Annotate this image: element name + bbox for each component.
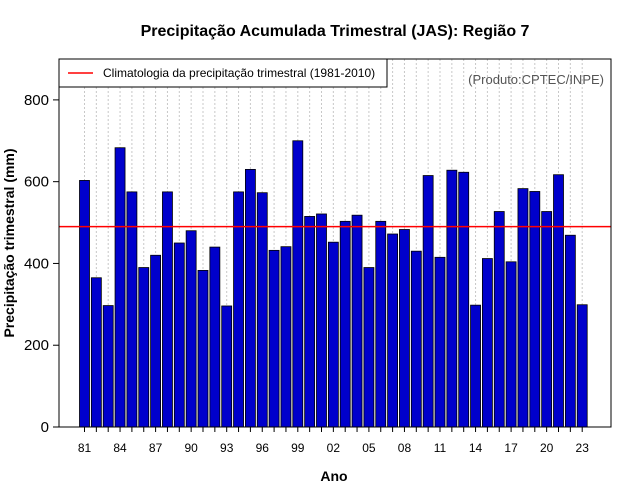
bar: [375, 220, 387, 428]
legend: Climatologia da precipitação trimestral …: [58, 58, 388, 88]
bar: [79, 180, 90, 428]
x-tick-label: 14: [469, 441, 483, 455]
bar: [114, 147, 126, 428]
bar: [197, 269, 209, 428]
bar: [387, 233, 399, 428]
bar: [292, 140, 304, 428]
bar: [481, 258, 493, 428]
x-tick-label: 84: [113, 441, 127, 455]
x-tick-label: 08: [398, 441, 412, 455]
bar: [90, 277, 102, 428]
bar: [209, 246, 221, 428]
x-tick-label: 05: [362, 441, 376, 455]
y-axis-label: Precipitação trimestral (mm): [1, 148, 17, 337]
bar: [244, 168, 256, 428]
bar: [564, 234, 576, 428]
bar: [339, 220, 351, 428]
bar: [493, 211, 505, 428]
bar: [138, 267, 150, 428]
bar: [410, 250, 422, 428]
y-tick-label: 0: [41, 419, 49, 436]
bar: [102, 305, 114, 428]
bar: [541, 211, 553, 428]
x-axis: 81 84 87 90 93 96 99 02 05 08 11 14 17 20 23: [78, 427, 589, 455]
bar: [280, 246, 292, 428]
y-tick-label: 400: [24, 255, 49, 272]
y-tick-label: 200: [24, 337, 49, 354]
x-tick-label: 81: [78, 441, 92, 455]
bar: [304, 216, 316, 428]
bar: [363, 267, 375, 428]
bar: [173, 242, 185, 428]
x-tick-label: 23: [576, 441, 590, 455]
y-axis: 0 200 400 600 800: [24, 92, 59, 436]
bar: [446, 169, 458, 428]
x-tick-label: 90: [184, 441, 198, 455]
y-tick-label: 800: [24, 92, 49, 109]
x-tick-label: 20: [540, 441, 554, 455]
x-tick-label: 11: [434, 441, 447, 455]
x-tick-label: 93: [220, 441, 234, 455]
bar: [316, 213, 327, 428]
bar: [256, 192, 268, 428]
bar: [221, 305, 233, 428]
y-tick-label: 600: [24, 174, 49, 191]
x-tick-label: 99: [291, 441, 305, 455]
legend-label: Climatologia da precipitação trimestral …: [103, 66, 375, 80]
bar: [399, 229, 410, 428]
legend-box: [58, 58, 388, 88]
credit-label: (Produto:CPTEC/INPE): [468, 72, 604, 87]
bar: [422, 175, 434, 428]
bar: [470, 304, 481, 428]
bar: [458, 171, 470, 428]
x-tick-label: 02: [327, 441, 341, 455]
x-axis-label: Ano: [320, 468, 347, 484]
bar-series: [79, 140, 588, 428]
chart-title: Precipitação Acumulada Trimestral (JAS):…: [141, 23, 530, 40]
x-tick-label: 17: [504, 441, 518, 455]
bar: [576, 304, 588, 428]
bar: [505, 261, 517, 428]
bar: [517, 188, 529, 428]
x-tick-label: 87: [149, 441, 163, 455]
bar: [185, 230, 197, 428]
bar: [553, 174, 564, 428]
bar: [150, 254, 162, 428]
bar: [327, 241, 339, 428]
bar: [351, 214, 363, 428]
bar: [434, 256, 446, 428]
x-tick-label: 96: [256, 441, 270, 455]
bar: [268, 249, 280, 428]
